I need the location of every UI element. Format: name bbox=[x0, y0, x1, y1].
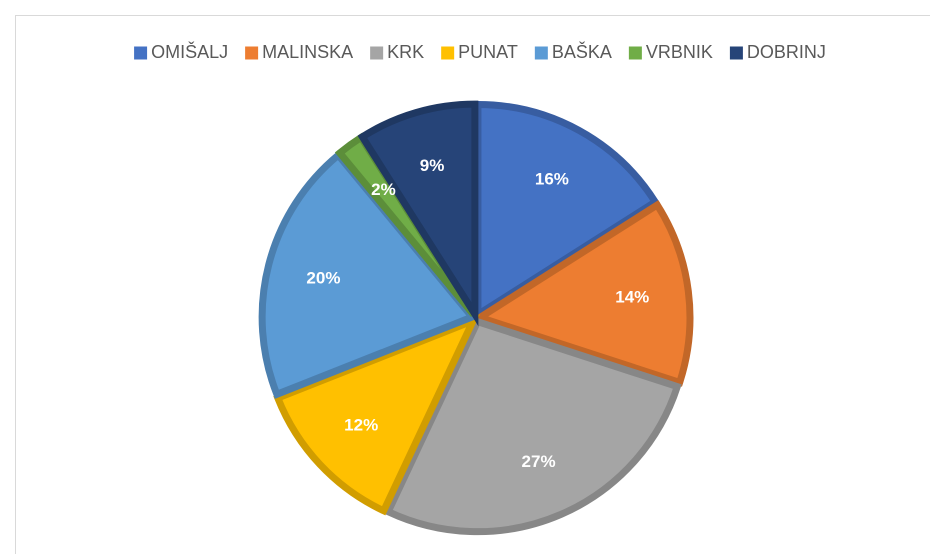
pie-slice bbox=[383, 317, 682, 536]
data-label: 14% bbox=[615, 288, 649, 307]
legend-swatch bbox=[370, 46, 384, 60]
pie-slice bbox=[474, 100, 661, 321]
legend-label: KRK bbox=[387, 42, 424, 62]
data-label: 20% bbox=[306, 268, 340, 287]
pie-slice bbox=[357, 100, 479, 327]
pie-slice bbox=[273, 314, 481, 516]
data-label: 27% bbox=[522, 452, 556, 471]
legend-swatch bbox=[628, 46, 642, 60]
pie-slice bbox=[258, 150, 478, 399]
legend-swatch bbox=[729, 46, 743, 60]
pie-slice bbox=[471, 200, 694, 387]
data-label: 16% bbox=[535, 169, 569, 188]
legend-label: BAŠKA bbox=[552, 41, 612, 62]
legend-label: DOBRINJ bbox=[747, 42, 826, 62]
legend-label: OMIŠALJ bbox=[151, 41, 228, 62]
legend-swatch bbox=[134, 46, 148, 60]
legend-label: MALINSKA bbox=[262, 42, 353, 62]
data-label: 2% bbox=[371, 180, 396, 199]
legend-label: VRBNIK bbox=[646, 42, 713, 62]
data-label: 12% bbox=[344, 415, 378, 434]
legend-swatch bbox=[441, 46, 455, 60]
legend-swatch bbox=[534, 46, 548, 60]
data-label: 9% bbox=[420, 156, 445, 175]
legend-swatch bbox=[245, 46, 259, 60]
legend-label: PUNAT bbox=[458, 42, 518, 62]
